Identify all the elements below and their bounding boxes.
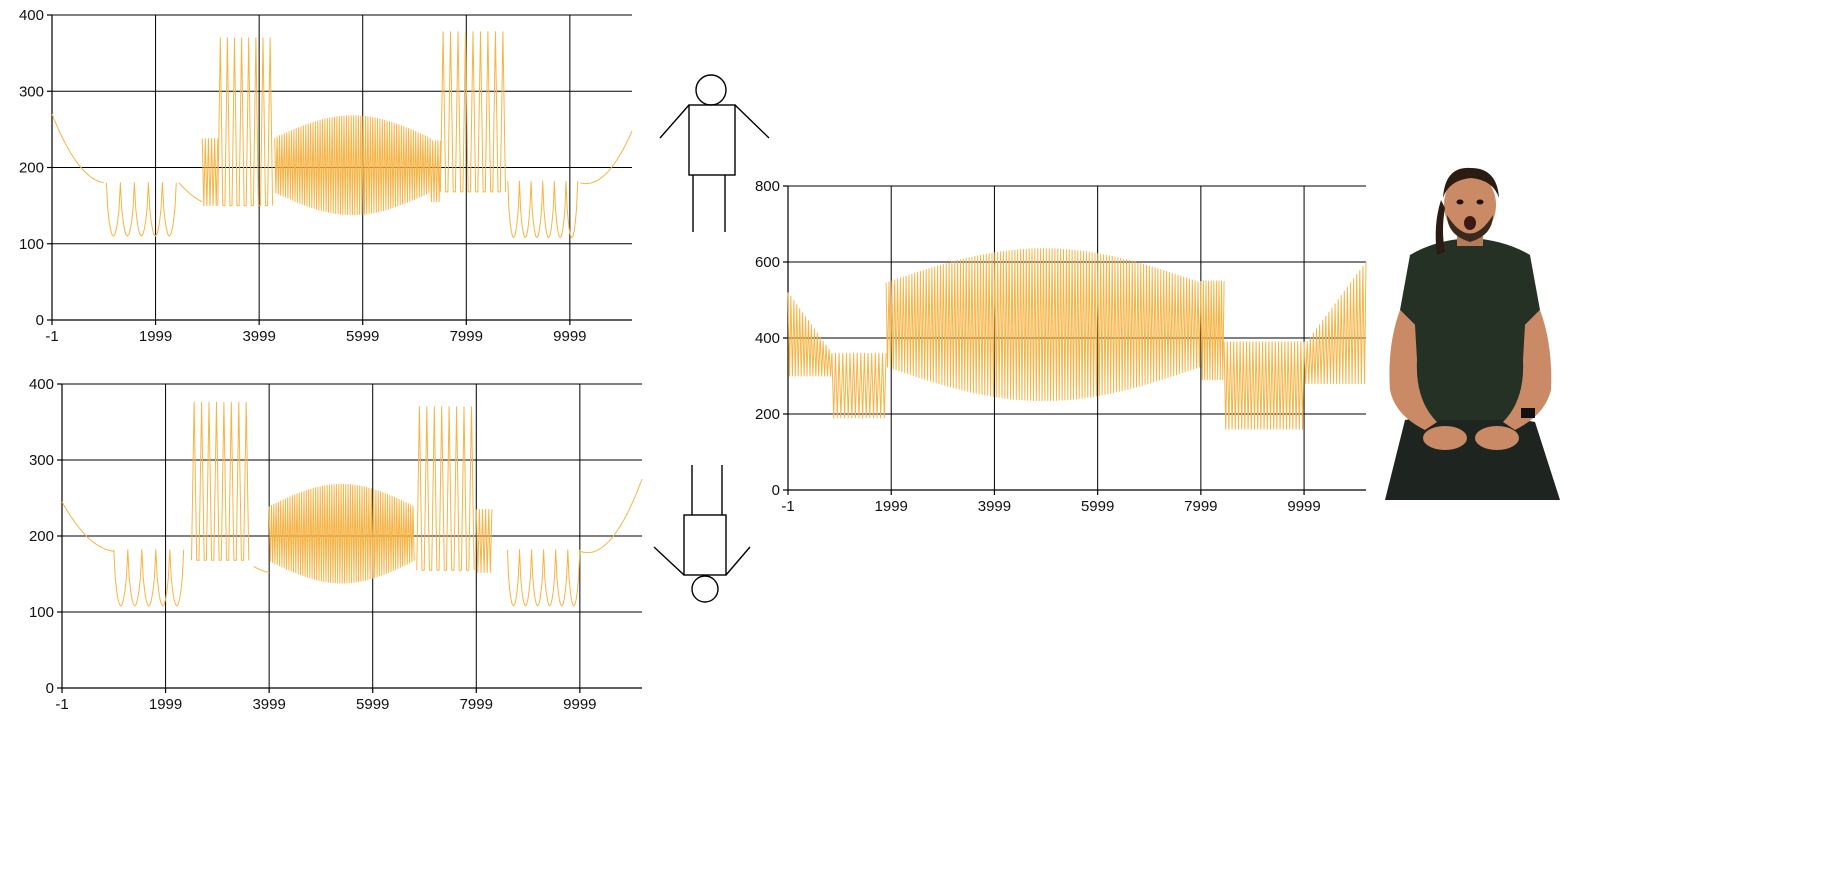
series-segment-dense: [831, 352, 887, 419]
series-segment-dense: [787, 292, 833, 377]
series-segment-dense: [201, 138, 219, 207]
series-segment-curve: [178, 182, 203, 203]
x-tick-label: 1999: [139, 328, 172, 345]
y-tick-label: 0: [772, 482, 780, 499]
y-tick-label: 200: [29, 528, 54, 545]
y-tick-label: 0: [46, 680, 54, 697]
chart-right: 0 200 400 600 800 -1 1999 3999 5999 7999 9999: [755, 170, 1400, 530]
x-tick-label: 7999: [450, 328, 483, 345]
series-0: [61, 401, 643, 607]
y-tick-label: 200: [19, 160, 44, 177]
series-segment-spikes: [191, 401, 250, 561]
y-tick-label: 100: [29, 604, 54, 621]
x-tick-label: 3999: [978, 498, 1011, 515]
series-segment-vdips: [113, 549, 185, 607]
x-tick-label: -1: [781, 498, 794, 515]
series-segment-dense: [1303, 261, 1367, 385]
y-tick-label: 400: [755, 330, 780, 347]
series-segment-spikes: [217, 37, 274, 207]
series-segment-curve: [51, 113, 104, 184]
y-tick-label: 400: [19, 7, 44, 24]
series-segment-dense: [1200, 280, 1225, 381]
series-segment-dense: [475, 508, 493, 573]
series-segment-curve: [580, 130, 633, 185]
chart-bottom-left-svg: 0 100 200 300 400 -1 1999 3999 5999 7999 9999: [29, 376, 643, 713]
series-0: [51, 31, 633, 239]
y-tick-label: 300: [29, 452, 54, 469]
x-tick-label: 7999: [1184, 498, 1217, 515]
x-tick-label: 1999: [875, 498, 908, 515]
series-segment-dense: [274, 115, 431, 216]
series-segment-spikes: [439, 31, 506, 193]
series-segment-vdips: [506, 549, 581, 607]
stick-figure-upright-icon: [659, 74, 770, 232]
x-tick-label: 7999: [460, 696, 493, 713]
person-photo-image: [1385, 167, 1560, 500]
x-tick-label: 9999: [1287, 498, 1320, 515]
stick-figure-inverted: [650, 465, 760, 610]
series-segment-curve: [579, 478, 643, 554]
series-segment-vdips: [507, 180, 579, 239]
chart-top-left: 0 100 200 300 400 -1 1999 3999 5999 7999 9999: [0, 0, 660, 370]
x-tick-label: 3999: [252, 696, 285, 713]
y-tick-label: 100: [19, 236, 44, 253]
series-segment-dense: [268, 483, 415, 584]
person-photo: [1375, 160, 1565, 500]
series-0: [787, 248, 1367, 430]
x-tick-label: -1: [55, 696, 68, 713]
y-tick-label: 300: [19, 83, 44, 100]
series-segment-dense: [1223, 341, 1305, 430]
x-tick-label: 9999: [553, 328, 586, 345]
x-tick-label: 5999: [346, 328, 379, 345]
series-segment-dense: [429, 140, 441, 203]
x-tick-label: 5999: [1081, 498, 1114, 515]
stick-figure-inverted-icon: [653, 465, 751, 603]
x-tick-label: -1: [45, 328, 58, 345]
y-tick-label: 400: [29, 376, 54, 393]
series-segment-dense: [885, 248, 1202, 402]
series-segment-curve: [253, 565, 270, 573]
series-segment-vdips: [105, 182, 177, 237]
x-tick-label: 1999: [149, 696, 182, 713]
y-tick-label: 200: [755, 406, 780, 423]
y-tick-label: 800: [755, 178, 780, 195]
x-tick-label: 3999: [242, 328, 275, 345]
x-tick-label: 9999: [563, 696, 596, 713]
y-tick-label: 600: [755, 254, 780, 271]
chart-bottom-left: 0 100 200 300 400 -1 1999 3999 5999 7999 9999: [0, 368, 670, 748]
stick-figure-upright: [655, 70, 775, 240]
chart-right-svg: 0 200 400 600 800 -1 1999 3999 5999 7999 9999: [755, 178, 1367, 515]
series-segment-spikes: [416, 406, 475, 571]
series-segment-curve: [61, 501, 114, 552]
chart-top-left-svg: 0 100 200 300 400 -1 1999 3999 5999 7999 9999: [19, 7, 633, 345]
y-tick-label: 0: [36, 312, 44, 329]
x-tick-label: 5999: [356, 696, 389, 713]
